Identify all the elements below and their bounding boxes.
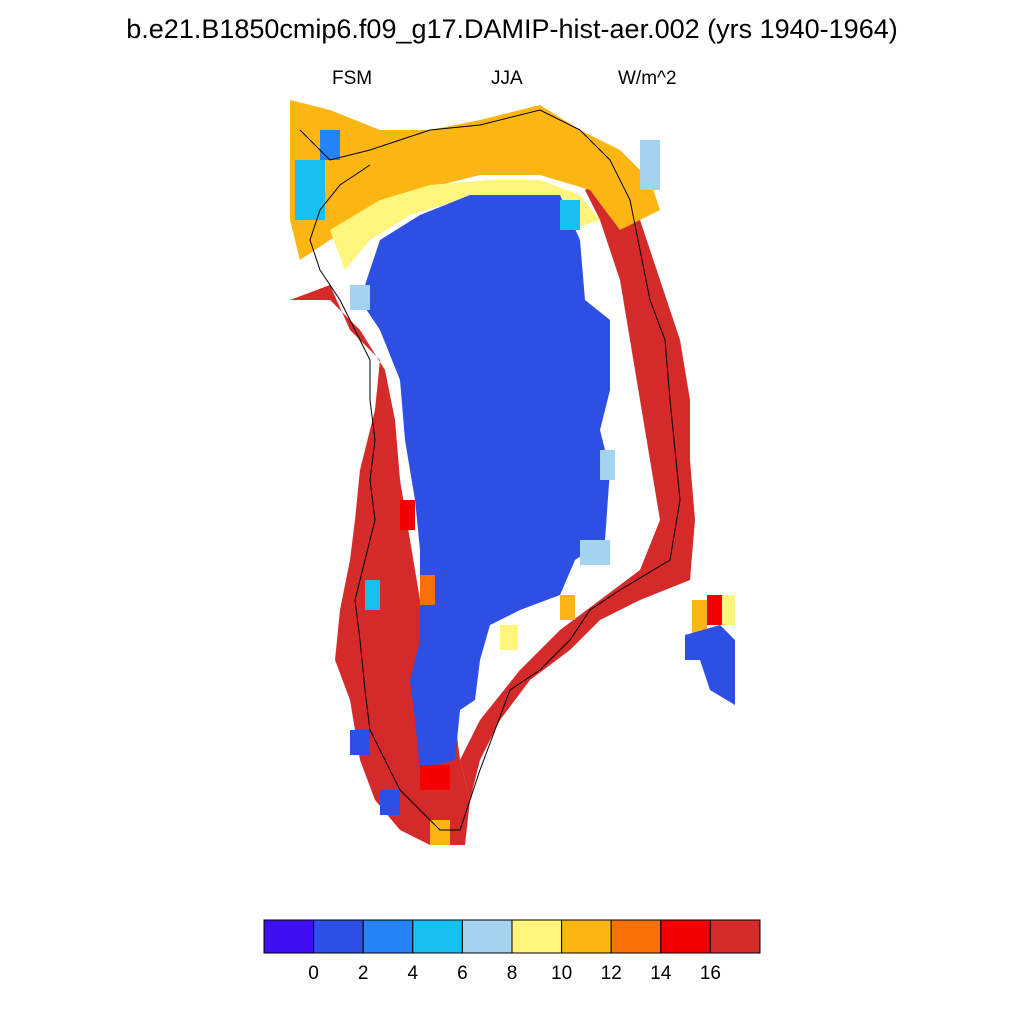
colorbar-swatch (263, 919, 315, 954)
ice-sheet-interior (360, 195, 610, 770)
center-subtitle: JJA (491, 68, 523, 89)
ice-edge-accents (295, 130, 660, 845)
plot-title: b.e21.B1850cmip6.f09_g17.DAMIP-hist-aer.… (126, 14, 898, 44)
colorbar-tick-label: 8 (507, 963, 518, 984)
right-subtitle: W/m^2 (618, 68, 677, 89)
colorbar-swatch (709, 919, 761, 954)
colorbar-tick-label: 6 (457, 963, 468, 984)
colorbar-swatch (362, 919, 414, 954)
colorbar-tick-label: 12 (601, 963, 622, 984)
colorbar-tick-label: 2 (358, 963, 369, 984)
colorbar-swatch (412, 919, 463, 954)
colorbar-tick-label: 0 (308, 963, 319, 984)
left-subtitle: FSM (332, 68, 373, 89)
colorbar-swatch (511, 919, 563, 954)
colorbar-swatch (313, 919, 364, 954)
colorbar-swatch (660, 919, 711, 954)
colorbar-swatch (610, 919, 662, 954)
coastal-band-east (460, 180, 695, 800)
colorbar-swatch (561, 919, 612, 954)
colorbar-tick-label: 16 (700, 963, 721, 984)
colorbar-tick-label: 10 (551, 963, 572, 984)
colorbar-tick-label: 14 (650, 963, 672, 984)
coastline (299, 109, 681, 831)
colorbar-swatch (461, 919, 513, 954)
east-island (685, 595, 735, 705)
colorbar-tick-label: 4 (408, 963, 419, 984)
coastal-band-north (290, 100, 660, 260)
